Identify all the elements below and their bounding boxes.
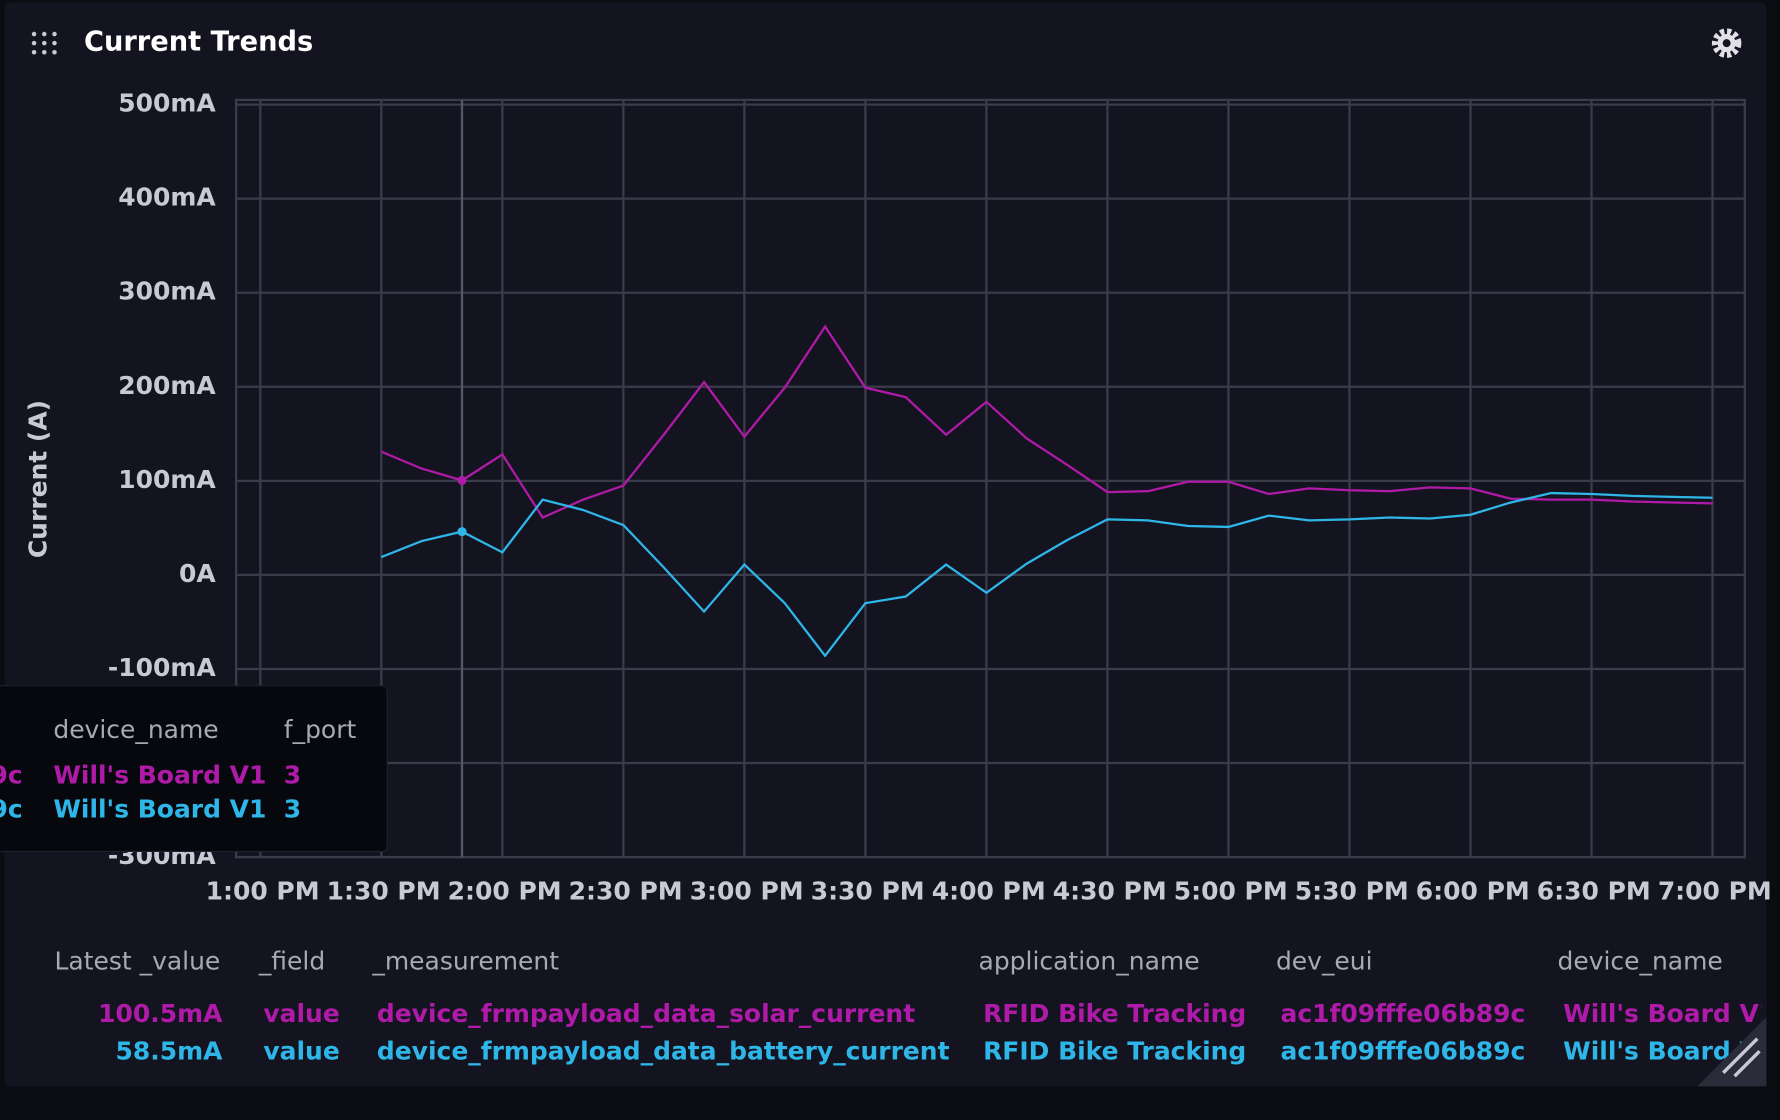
- settings-button[interactable]: [1711, 28, 1742, 58]
- y-tick-label: 500mA: [118, 89, 216, 118]
- legend-cell: Will's Board V1: [1563, 999, 1776, 1028]
- series-line: [380, 324, 1713, 519]
- x-tick-label: 5:00 PM: [1174, 876, 1288, 905]
- tooltip-cell: 3: [284, 760, 301, 789]
- x-tick-label: 3:00 PM: [690, 876, 804, 905]
- x-tick-label: 3:30 PM: [811, 876, 925, 905]
- legend-cell: device_frmpayload_data_battery_current: [377, 1036, 950, 1065]
- panel: [4, 2, 1767, 1087]
- legend-cell: value: [263, 999, 339, 1028]
- y-tick-label: 100mA: [118, 465, 216, 494]
- legend-header: dev_eui: [1276, 947, 1373, 976]
- x-tick-label: 7:00 PM: [1658, 876, 1772, 905]
- legend-cell: RFID Bike Tracking: [983, 1036, 1246, 1065]
- y-tick-label: -100mA: [108, 653, 217, 682]
- tooltip-cell: Will's Board V1: [53, 795, 266, 824]
- x-tick-label: 6:30 PM: [1537, 876, 1651, 905]
- legend-header: _field: [258, 947, 325, 976]
- hover-point: [457, 475, 467, 485]
- y-tick-label: 300mA: [118, 277, 216, 306]
- tooltip-header: device_name: [53, 715, 218, 744]
- legend-cell: 100.5mA: [98, 999, 223, 1028]
- x-tick-label: 4:30 PM: [1053, 876, 1167, 905]
- series-line: [380, 491, 1713, 658]
- resize-grip: [1722, 1037, 1761, 1078]
- x-tick-label: 6:00 PM: [1416, 876, 1530, 905]
- tooltip-header: f_port: [284, 715, 357, 744]
- legend-cell: ac1f09fffe06b89c: [1281, 1036, 1526, 1065]
- legend-header: device_name: [1557, 947, 1722, 976]
- drag-handle[interactable]: [31, 31, 57, 55]
- hover-point: [457, 527, 467, 537]
- panel-title: Current Trends: [84, 27, 313, 58]
- legend-cell: value: [263, 1036, 339, 1065]
- x-tick-label: 2:30 PM: [569, 876, 683, 905]
- y-tick-label: 0A: [179, 559, 216, 588]
- x-tick-label: 1:30 PM: [327, 876, 441, 905]
- legend-table: Latest _value _field _measurement applicati…: [54, 947, 1776, 1066]
- legend-header: Latest _value: [54, 947, 220, 976]
- tooltip-cell: Will's Board V1: [53, 760, 266, 789]
- legend-header: _measurement: [371, 947, 559, 976]
- y-tick-label: 200mA: [118, 371, 216, 400]
- x-tick-label: 5:30 PM: [1295, 876, 1409, 905]
- tooltip: device_name f_port 9c Will's Board V1 3 9c Wil…: [0, 685, 388, 852]
- resize-handle[interactable]: [1697, 1017, 1767, 1087]
- x-tick-label: 1:00 PM: [206, 876, 320, 905]
- legend-cell: 58.5mA: [116, 1036, 224, 1065]
- legend-cell: device_frmpayload_data_solar_current: [377, 999, 915, 1028]
- x-tick-label: 4:00 PM: [932, 876, 1046, 905]
- legend-cell: RFID Bike Tracking: [983, 999, 1246, 1028]
- legend-header: application_name: [979, 947, 1200, 976]
- x-tick-label: 2:00 PM: [448, 876, 562, 905]
- tooltip-box: [0, 685, 388, 852]
- y-tick-label: 400mA: [118, 183, 216, 212]
- tooltip-cell: 9c: [0, 760, 23, 789]
- y-axis-label: Current (A): [24, 400, 53, 558]
- tooltip-cell: 9c: [0, 795, 23, 824]
- tooltip-cell: 3: [284, 795, 301, 824]
- legend-cell: ac1f09fffe06b89c: [1281, 999, 1526, 1028]
